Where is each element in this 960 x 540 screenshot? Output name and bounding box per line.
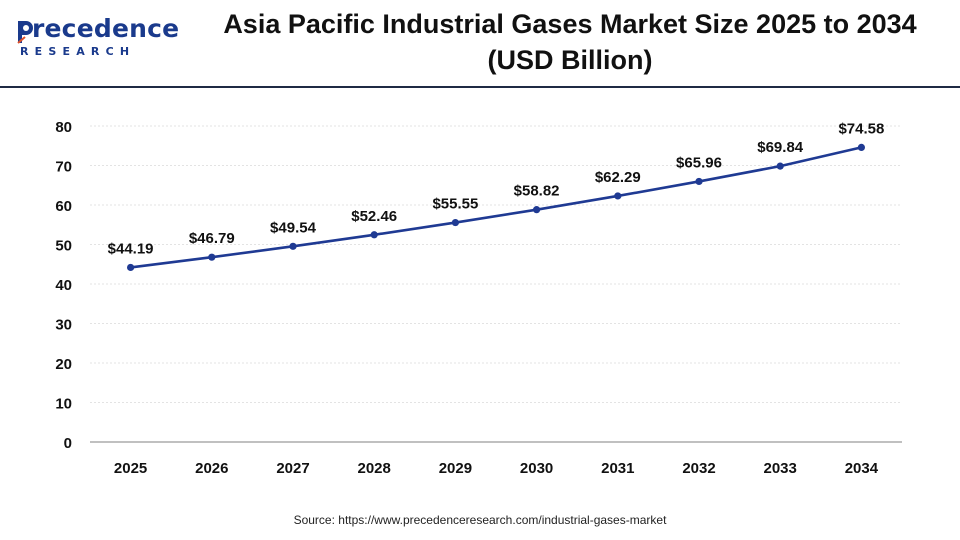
precedence-research-logo[interactable]: recedence RESEARCH: [16, 14, 179, 64]
data-point: [614, 192, 622, 200]
x-tick-label: 2026: [195, 460, 228, 477]
header: recedence RESEARCH Asia Pacific Industri…: [0, 0, 960, 88]
x-tick-label: 2031: [601, 460, 634, 477]
x-tick-label: 2025: [114, 460, 147, 477]
chart-title-line-1: Asia Pacific Industrial Gases Market Siz…: [223, 9, 917, 39]
data-point: [533, 206, 541, 214]
gridlines: [90, 125, 902, 443]
x-axis-ticks: 2025 2026 2027 2028 2029 2030 2031 2032 2033 2034: [114, 460, 879, 477]
data-label: $49.54: [270, 219, 317, 236]
data-point: [208, 253, 216, 261]
x-tick-label: 2028: [358, 460, 391, 477]
data-label: $69.84: [757, 139, 804, 156]
x-tick-label: 2032: [682, 460, 715, 477]
x-tick-label: 2034: [845, 460, 879, 477]
y-tick-label: 20: [55, 356, 72, 373]
data-label: $46.79: [189, 230, 235, 247]
x-tick-label: 2030: [520, 460, 553, 477]
y-tick-label: 50: [55, 238, 72, 255]
y-tick-label: 10: [55, 396, 72, 413]
data-label: $55.55: [432, 196, 478, 213]
y-tick-label: 80: [55, 119, 72, 136]
y-tick-label: 30: [55, 317, 72, 334]
x-tick-label: 2029: [439, 460, 472, 477]
y-tick-label: 0: [64, 435, 72, 452]
y-axis-ticks: 0 10 20 30 40 50 60 70 80: [55, 119, 72, 452]
data-label: $65.96: [676, 154, 722, 171]
data-point: [776, 162, 784, 170]
data-point: [289, 242, 297, 250]
data-point: [695, 177, 703, 186]
data-label: $44.19: [108, 240, 154, 257]
data-label: $52.46: [351, 208, 397, 225]
data-point: [857, 143, 866, 152]
source-note: Source: https://www.precedenceresearch.c…: [293, 513, 667, 527]
y-tick-label: 40: [55, 277, 72, 294]
series-polyline: [130, 146, 862, 269]
chart-title-line-2: (USD Billion): [487, 45, 653, 75]
x-tick-label: 2027: [276, 460, 309, 477]
data-label: $62.29: [595, 169, 641, 186]
y-tick-label: 60: [55, 198, 72, 215]
data-labels: $44.19 $46.79 $49.54 $52.46 $55.55 $58.82 $62.…: [108, 120, 885, 257]
logo-subtitle: RESEARCH: [20, 45, 136, 58]
chart-title: Asia Pacific Industrial Gases Market Siz…: [180, 6, 960, 78]
data-point: [370, 231, 378, 239]
y-tick-label: 70: [55, 159, 72, 176]
series-line: [127, 143, 866, 272]
logo-word: recedence: [32, 14, 180, 43]
data-point: [127, 263, 135, 272]
x-tick-label: 2033: [764, 460, 797, 477]
data-point: [451, 218, 459, 227]
logo-p-icon: [17, 21, 33, 44]
data-label: $74.58: [838, 120, 884, 137]
data-label: $58.82: [514, 183, 560, 200]
